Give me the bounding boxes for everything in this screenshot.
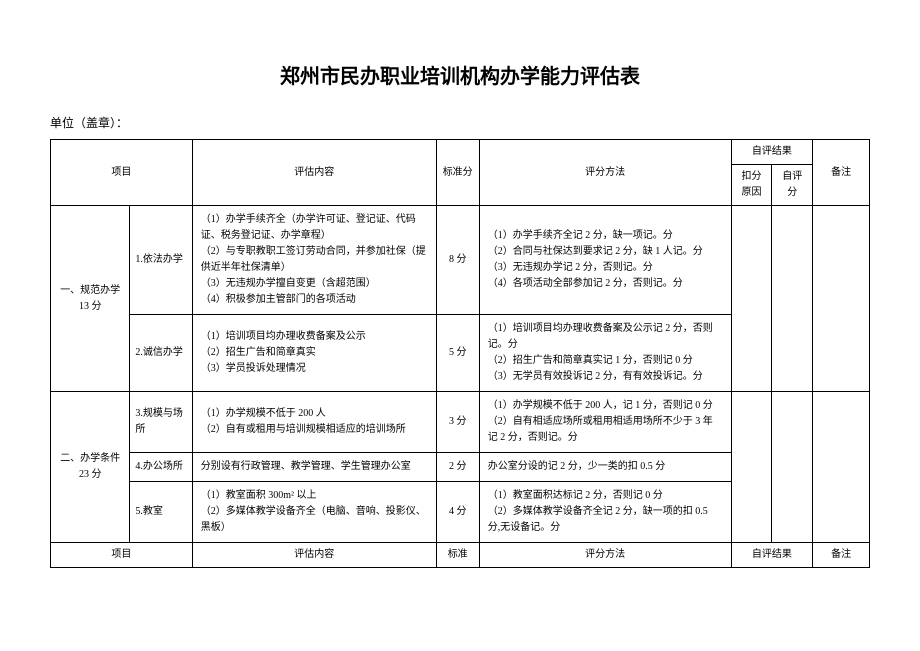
evaluation-table: 项目 评估内容 标准分 评分方法 自评结果 备注 扣分原因 自评分 一、规范办学…: [50, 139, 870, 568]
category-cell: 一、规范办学 13 分: [51, 206, 130, 392]
reason-cell: [731, 206, 772, 392]
method-cell: 办公室分设的记 2 分，少一类的扣 0.5 分: [479, 453, 731, 482]
footer-score: 标准: [436, 543, 479, 568]
note-cell: [813, 392, 870, 543]
method-cell: （1）办学规模不低于 200 人，记 1 分，否则记 0 分（2）自有相适应场所…: [479, 392, 731, 453]
method-cell: （1）培训项目均办理收费备案及公示记 2 分，否则记。分（2）招生广告和简章真实…: [479, 315, 731, 392]
content-cell: 分别设有行政管理、教学管理、学生管理办公室: [192, 453, 436, 482]
footer-self-result: 自评结果: [731, 543, 813, 568]
content-cell: （1）教室面积 300m² 以上（2）多媒体教学设备齐全（电脑、音响、投影仪、黑…: [192, 482, 436, 543]
header-self-score: 自评分: [772, 165, 813, 206]
footer-content: 评估内容: [192, 543, 436, 568]
method-cell: （1）教室面积达标记 2 分，否则记 0 分（2）多媒体教学设备齐全记 2 分，…: [479, 482, 731, 543]
category-cell: 二、办学条件 23 分: [51, 392, 130, 543]
header-project: 项目: [51, 140, 193, 206]
item-cell: 2.诚信办学: [130, 315, 192, 392]
footer-note: 备注: [813, 543, 870, 568]
item-cell: 5.教室: [130, 482, 192, 543]
header-content: 评估内容: [192, 140, 436, 206]
score-cell: 8 分: [436, 206, 479, 315]
footer-project: 项目: [51, 543, 193, 568]
item-cell: 3.规模与场所: [130, 392, 192, 453]
content-cell: （1）培训项目均办理收费备案及公示（2）招生广告和简章真实（3）学员投诉处理情况: [192, 315, 436, 392]
score-cell: 2 分: [436, 453, 479, 482]
self-score-cell: [772, 206, 813, 392]
header-row-1: 项目 评估内容 标准分 评分方法 自评结果 备注: [51, 140, 870, 165]
score-cell: 4 分: [436, 482, 479, 543]
footer-method: 评分方法: [479, 543, 731, 568]
table-row: 二、办学条件 23 分 3.规模与场所 （1）办学规模不低于 200 人（2）自…: [51, 392, 870, 453]
self-score-cell: [772, 392, 813, 543]
score-cell: 5 分: [436, 315, 479, 392]
header-score: 标准分: [436, 140, 479, 206]
score-cell: 3 分: [436, 392, 479, 453]
item-cell: 1.依法办学: [130, 206, 192, 315]
reason-cell: [731, 392, 772, 543]
content-cell: （1）办学规模不低于 200 人（2）自有或租用与培训规模相适应的培训场所: [192, 392, 436, 453]
item-cell: 4.办公场所: [130, 453, 192, 482]
page-title: 郑州市民办职业培训机构办学能力评估表: [50, 60, 870, 89]
content-cell: （1）办学手续齐全（办学许可证、登记证、代码证、税务登记证、办学章程）（2）与专…: [192, 206, 436, 315]
footer-row: 项目 评估内容 标准 评分方法 自评结果 备注: [51, 543, 870, 568]
note-cell: [813, 206, 870, 392]
method-cell: （1）办学手续齐全记 2 分，缺一项记。分（2）合同与社保达到要求记 2 分，缺…: [479, 206, 731, 315]
table-row: 一、规范办学 13 分 1.依法办学 （1）办学手续齐全（办学许可证、登记证、代…: [51, 206, 870, 315]
header-reason: 扣分原因: [731, 165, 772, 206]
header-self-result: 自评结果: [731, 140, 813, 165]
subtitle: 单位（盖章）：: [50, 114, 870, 131]
header-method: 评分方法: [479, 140, 731, 206]
header-note: 备注: [813, 140, 870, 206]
